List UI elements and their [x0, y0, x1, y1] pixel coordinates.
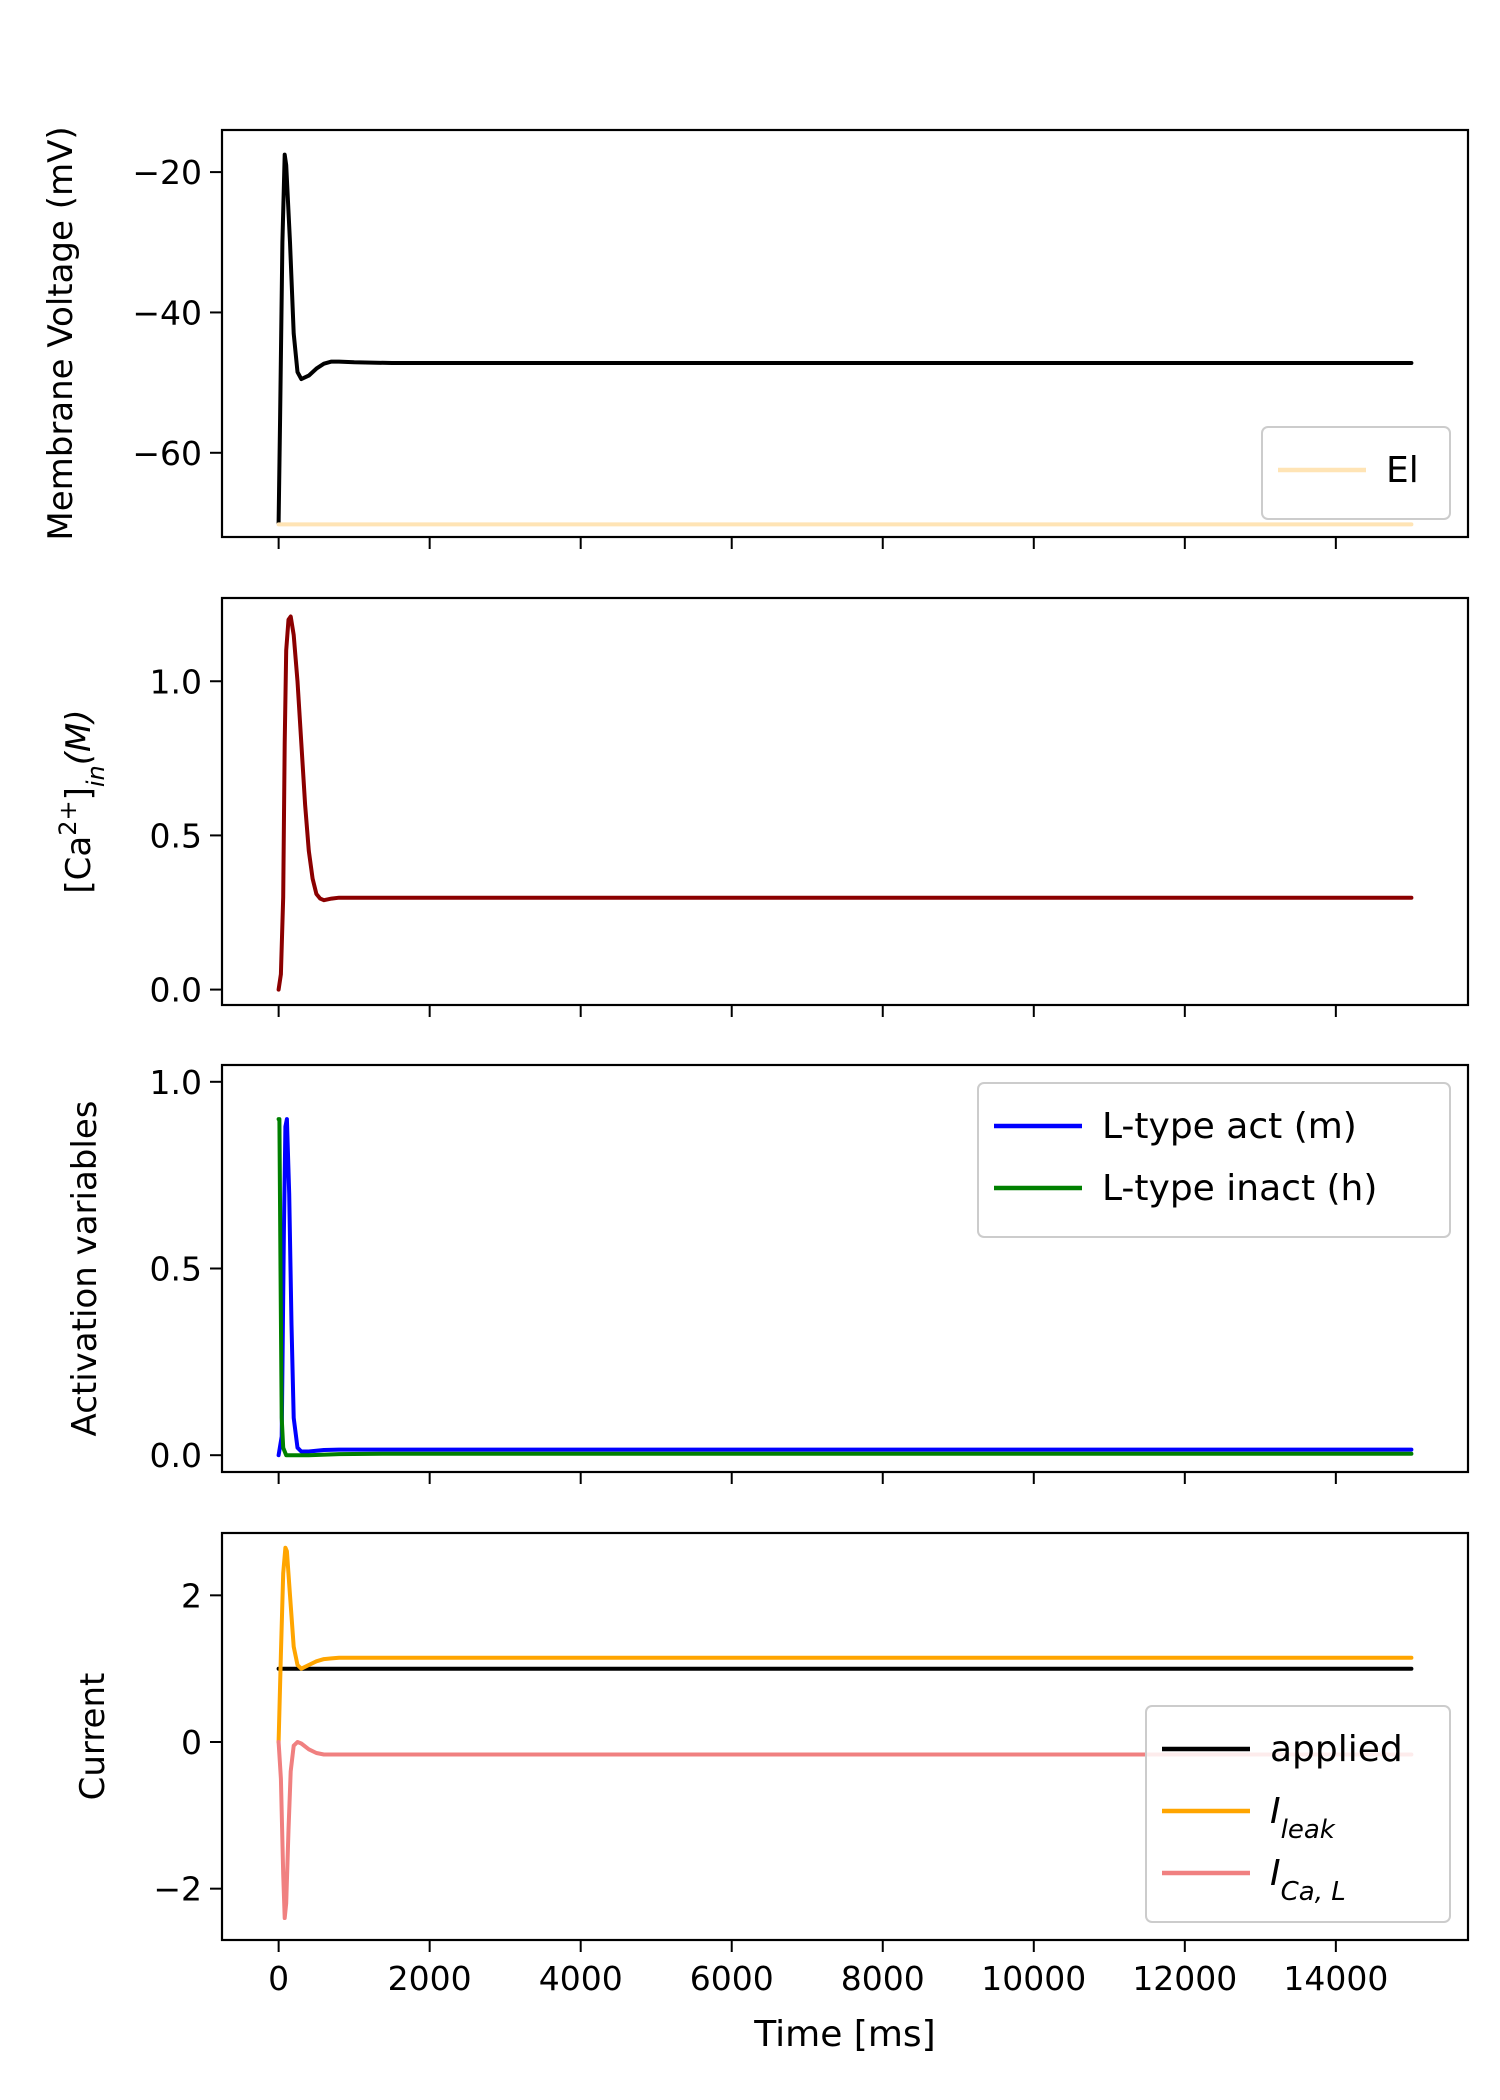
x-tick-label: 6000 [690, 1959, 774, 1998]
panel-1: −20 −40 −60 Membrane Voltage (mV) El [41, 126, 1470, 549]
x-tick-label: 12000 [1132, 1959, 1237, 1998]
series-line-trace-1 [276, 152, 1414, 525]
series-line-trace-1 [276, 614, 1414, 992]
y-axis-label: Membrane Voltage (mV) [41, 126, 81, 540]
x-tick-label: 14000 [1283, 1959, 1388, 1998]
x-axis-label: Time [ms] [753, 2014, 935, 2055]
series-line-ica-l [276, 1740, 1414, 1920]
x-tick-label: 10000 [981, 1959, 1086, 1998]
y-axis-label: Current [73, 1673, 113, 1801]
legend-label: ICa, L [1270, 1853, 1346, 1907]
panel-2: 0.0 0.5 1.0 [Ca2+]in(M) [54, 596, 1470, 1017]
legend-label: El [1386, 450, 1419, 491]
y-tick-label: 1.0 [150, 1063, 202, 1102]
y-tick-label: −40 [132, 293, 202, 332]
x-tick-label: 4000 [539, 1959, 623, 1998]
y-tick-label: 0.0 [150, 1436, 202, 1475]
legend: El [1261, 426, 1451, 520]
y-tick-label: −20 [132, 153, 202, 192]
legend: applied Ileak ICa, L [1145, 1705, 1451, 1923]
legend-label: applied [1270, 1729, 1403, 1770]
series-group [276, 1545, 1414, 1920]
series-group [276, 1117, 1414, 1458]
y-tick-label: −60 [132, 434, 202, 473]
x-tick-label: 2000 [388, 1959, 472, 1998]
axes-frame [220, 596, 1470, 1007]
series-group [276, 614, 1414, 992]
y-tick-label: −2 [153, 1870, 202, 1909]
legend: L-type act (m) L-type inact (h) [977, 1082, 1451, 1238]
legend-label: L-type inact (h) [1102, 1168, 1377, 1209]
panel-4: 2 0 −2 0 2000 4000 6000 8000 10000 12000 14000 Curr… [73, 1531, 1470, 2055]
series-line-ileak [276, 1545, 1414, 1744]
panel-3: 0.0 0.5 1.0 Activation variables L-type act … [65, 1063, 1470, 1484]
y-axis-label: [Ca2+]in(M) [54, 709, 110, 893]
y-tick-label: 0.0 [150, 971, 202, 1010]
legend-label: Ileak [1270, 1791, 1336, 1845]
legend-box [1145, 1705, 1451, 1923]
y-axis-label: Activation variables [65, 1101, 105, 1437]
x-tick-label: 0 [268, 1959, 289, 1998]
axes-frame [220, 128, 1470, 539]
x-tick-label: 8000 [841, 1959, 925, 1998]
series-line-l-type-inact-h- [276, 1117, 1414, 1458]
series-group [276, 152, 1414, 527]
y-tick-label: 2 [181, 1576, 202, 1615]
y-tick-label: 1.0 [150, 662, 202, 701]
legend-label: L-type act (m) [1102, 1106, 1357, 1147]
axes-frame [220, 1531, 1470, 1942]
legend-box [977, 1082, 1451, 1238]
legend-box [1261, 426, 1451, 520]
y-tick-label: 0 [181, 1723, 202, 1762]
y-tick-label: 0.5 [150, 1250, 202, 1289]
series-line-l-type-act-m- [276, 1117, 1414, 1458]
y-tick-label: 0.5 [150, 816, 202, 855]
